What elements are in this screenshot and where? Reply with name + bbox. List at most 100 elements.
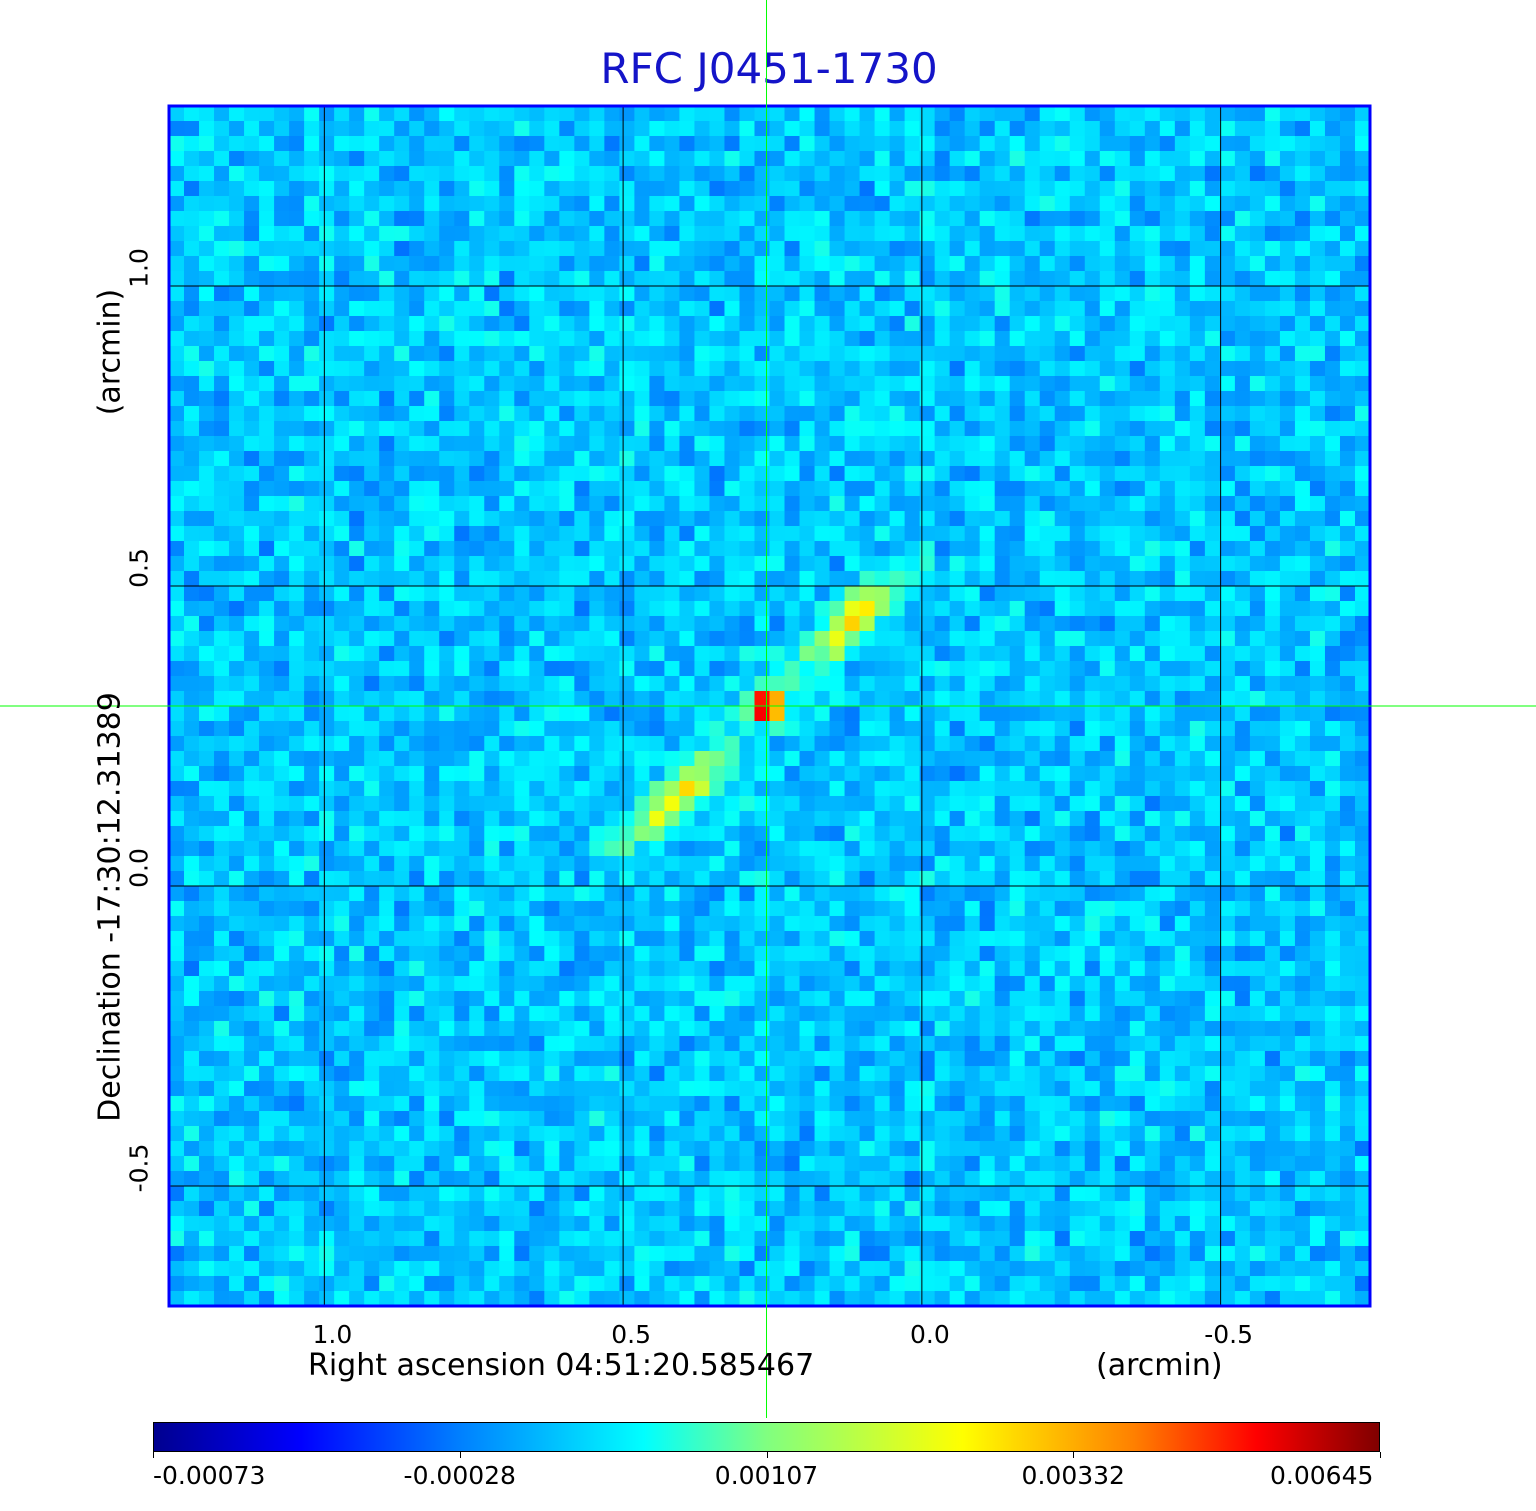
heatmap-cell [1084, 661, 1101, 677]
heatmap-cell [1249, 181, 1266, 197]
heatmap-cell [1234, 466, 1251, 482]
heatmap-cell [634, 811, 650, 827]
heatmap-cell [784, 886, 801, 902]
heatmap-cell [1129, 496, 1146, 512]
heatmap-cell [454, 286, 470, 302]
heatmap-cell [694, 691, 711, 707]
heatmap-cell [1339, 751, 1356, 767]
heatmap-cell [1039, 526, 1056, 542]
heatmap-cell [1189, 871, 1206, 887]
heatmap-cell [364, 631, 380, 647]
heatmap-cell [1024, 661, 1041, 677]
heatmap-cell [484, 181, 500, 197]
heatmap-cell [769, 886, 786, 902]
heatmap-cell [1129, 481, 1146, 497]
heatmap-cell [184, 1006, 200, 1022]
heatmap-cell [469, 541, 485, 557]
heatmap-cell [334, 376, 350, 392]
heatmap-cell [1174, 391, 1191, 407]
heatmap-cell [304, 526, 320, 542]
heatmap-cell [829, 721, 846, 737]
heatmap-cell [559, 391, 575, 407]
heatmap-cell [1099, 796, 1116, 812]
heatmap-cell [799, 976, 816, 992]
heatmap-cell [1219, 541, 1236, 557]
heatmap-cell [349, 436, 365, 452]
heatmap-cell [574, 286, 590, 302]
heatmap-cell [889, 436, 906, 452]
heatmap-cell [364, 436, 380, 452]
heatmap-cell [589, 541, 605, 557]
heatmap-cell [1009, 856, 1026, 872]
heatmap-cell [319, 571, 335, 587]
heatmap-cell [874, 241, 891, 257]
heatmap-cell [844, 841, 861, 857]
heatmap-cell [1234, 346, 1251, 362]
heatmap-cell [1009, 931, 1026, 947]
heatmap-cell [1039, 916, 1056, 932]
heatmap-cell [394, 361, 410, 377]
heatmap-cell [1099, 871, 1116, 887]
heatmap-cell [679, 406, 696, 422]
heatmap-cell [289, 841, 305, 857]
heatmap-cell [259, 796, 275, 812]
heatmap-cell [619, 616, 635, 632]
heatmap-cell [829, 121, 846, 137]
heatmap-cell [994, 1006, 1011, 1022]
heatmap-cell [229, 496, 245, 512]
heatmap-cell [1114, 496, 1131, 512]
heatmap-cell [589, 196, 605, 212]
heatmap-cell [514, 166, 530, 182]
heatmap-cell [1324, 301, 1341, 317]
heatmap-cell [1054, 1006, 1071, 1022]
heatmap-cell [1024, 976, 1041, 992]
heatmap-cell [394, 301, 410, 317]
heatmap-cell [889, 781, 906, 797]
heatmap-cell [949, 166, 966, 182]
heatmap-cell [409, 766, 425, 782]
heatmap-cell [1189, 841, 1206, 857]
heatmap-cell [304, 691, 320, 707]
heatmap-cell [1024, 871, 1041, 887]
heatmap-cell [1129, 691, 1146, 707]
heatmap-cell [214, 556, 230, 572]
heatmap-cell [1159, 856, 1176, 872]
heatmap-cell [874, 181, 891, 197]
heatmap-cell [1234, 271, 1251, 287]
heatmap-cell [889, 241, 906, 257]
heatmap-cell [619, 361, 635, 377]
heatmap-cell [1339, 736, 1356, 752]
heatmap-cell [1054, 451, 1071, 467]
heatmap-cell [1339, 826, 1356, 842]
heatmap-cell [1294, 331, 1311, 347]
heatmap-cell [169, 676, 185, 692]
heatmap-cell [469, 886, 485, 902]
heatmap-cell [274, 691, 290, 707]
heatmap-cell [1204, 871, 1221, 887]
heatmap-cell [229, 361, 245, 377]
heatmap-cell [1204, 751, 1221, 767]
heatmap-cell [1354, 166, 1370, 182]
heatmap-cell [1084, 376, 1101, 392]
heatmap-cell [709, 316, 726, 332]
heatmap-cell [679, 376, 696, 392]
heatmap-cell [769, 736, 786, 752]
heatmap-cell [184, 406, 200, 422]
heatmap-cell [844, 886, 861, 902]
heatmap-cell [394, 871, 410, 887]
heatmap-cell [169, 301, 185, 317]
heatmap-cell [664, 946, 681, 962]
heatmap-cell [829, 166, 846, 182]
heatmap-cell [754, 436, 771, 452]
heatmap-cell [304, 421, 320, 437]
heatmap-cell [589, 331, 605, 347]
heatmap-cell [1114, 166, 1131, 182]
heatmap-cell [469, 601, 485, 617]
heatmap-cell [709, 961, 726, 977]
heatmap-cell [1099, 391, 1116, 407]
heatmap-cell [1114, 856, 1131, 872]
heatmap-cell [1294, 136, 1311, 152]
heatmap-cell [754, 391, 771, 407]
heatmap-cell [964, 286, 981, 302]
heatmap-cell [199, 151, 215, 167]
